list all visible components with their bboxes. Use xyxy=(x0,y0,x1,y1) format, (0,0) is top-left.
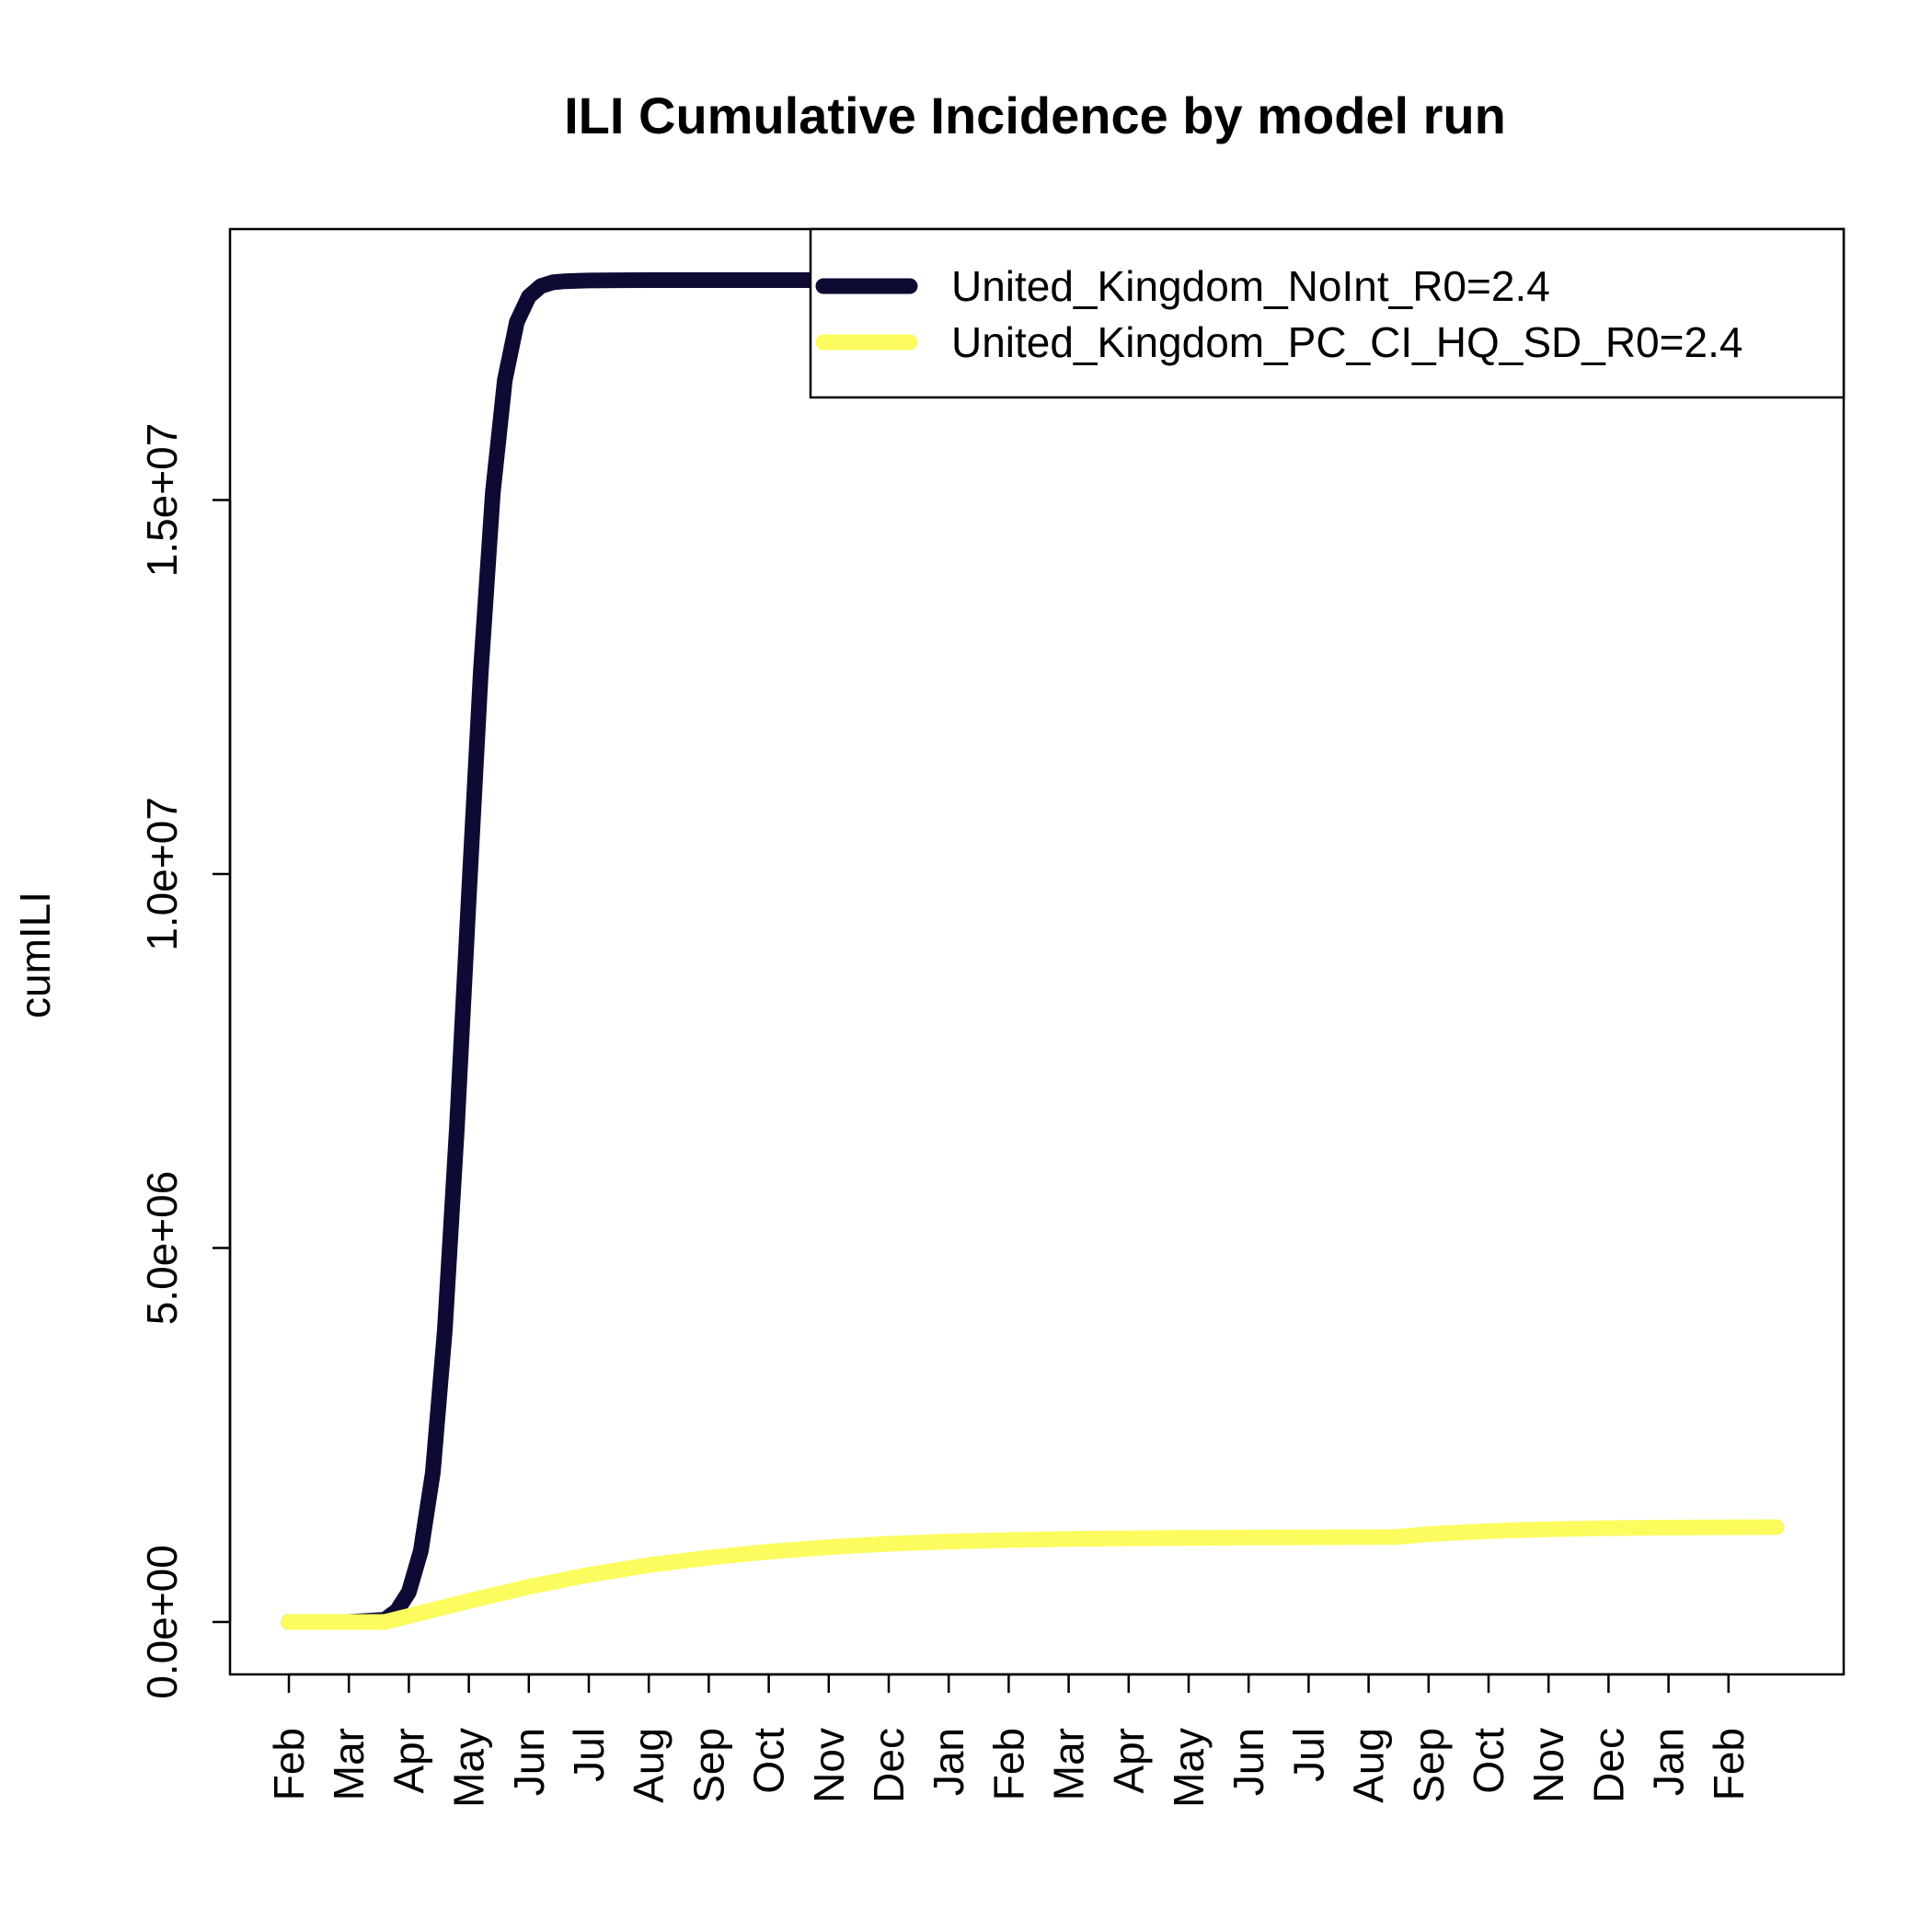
x-tick-label: Dec xyxy=(1584,1728,1632,1803)
x-tick-label: Dec xyxy=(865,1728,913,1803)
x-tick-label: Mar xyxy=(325,1728,373,1800)
x-tick-label: Jun xyxy=(1225,1728,1272,1796)
x-tick-label: Sep xyxy=(1405,1728,1453,1803)
y-axis: 0.0e+00 5.0e+06 1.0e+07 1.5e+07 xyxy=(138,423,232,1699)
x-tick-label: Jun xyxy=(505,1728,553,1796)
y-axis-title: cumILI xyxy=(11,891,59,1018)
x-tick-label: Oct xyxy=(1465,1728,1512,1794)
y-tick-label: 1.5e+07 xyxy=(138,423,186,578)
x-tick-label: Apr xyxy=(385,1728,432,1794)
x-axis: Feb Mar Apr May Jun Jul Aug Sep Oct Nov Dec Jan Feb M… xyxy=(265,1673,1753,1808)
x-tick-label: Aug xyxy=(1345,1728,1393,1803)
series-line-2 xyxy=(281,1519,1785,1630)
y-tick-label: 0.0e+00 xyxy=(138,1545,186,1699)
x-tick-label: May xyxy=(445,1728,493,1808)
x-tick-label: Oct xyxy=(745,1728,793,1794)
series-line-1 xyxy=(281,272,1785,1630)
y-tick-label: 5.0e+06 xyxy=(138,1171,186,1326)
legend-label-noint: United_Kingdom_NoInt_R0=2.4 xyxy=(951,262,1550,310)
legend-label-intervention: United_Kingdom_PC_CI_HQ_SD_R0=2.4 xyxy=(951,318,1742,366)
x-tick-label: Nov xyxy=(805,1728,853,1803)
chart-title: ILI Cumulative Incidence by model run xyxy=(564,86,1506,144)
x-tick-label: Feb xyxy=(1705,1728,1753,1800)
x-tick-label: Jan xyxy=(1645,1728,1693,1796)
x-tick-label: Jul xyxy=(565,1728,613,1782)
legend: United_Kingdom_NoInt_R0=2.4 United_Kingd… xyxy=(809,227,1846,399)
x-tick-label: Nov xyxy=(1524,1728,1572,1803)
x-tick-label: May xyxy=(1165,1728,1213,1808)
x-tick-label: Mar xyxy=(1045,1728,1093,1800)
x-tick-label: Sep xyxy=(684,1728,732,1803)
x-tick-label: Aug xyxy=(625,1728,673,1803)
x-tick-label: Jan xyxy=(925,1728,972,1796)
legend-box xyxy=(809,227,1846,399)
x-tick-label: Jul xyxy=(1284,1728,1332,1782)
y-tick-label: 1.0e+07 xyxy=(138,797,186,951)
series-layer xyxy=(281,272,1785,1630)
x-tick-label: Feb xyxy=(265,1728,313,1800)
x-tick-label: Feb xyxy=(984,1728,1032,1800)
x-tick-label: Apr xyxy=(1105,1728,1153,1794)
